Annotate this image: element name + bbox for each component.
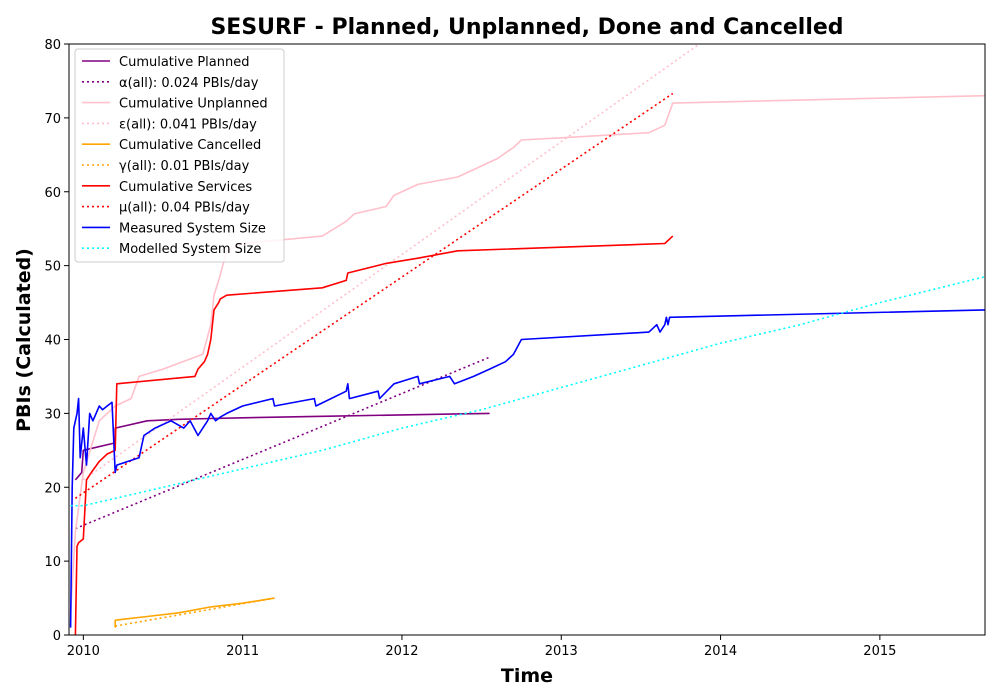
x-ticks: 2010 2011 2012 2013 2014 2015 <box>67 635 896 659</box>
series-line-cumulative-planned <box>74 412 490 481</box>
series-line-all-0-04-pbis-day <box>74 92 674 499</box>
legend-box <box>74 48 285 263</box>
legend-label: γ(all): 0.01 PBIs/day <box>119 159 250 174</box>
y-tick-label: 40 <box>44 334 61 349</box>
x-axis-label: Time <box>501 665 553 687</box>
y-tick-label: 80 <box>44 38 61 53</box>
series-line-cumulative-services <box>74 235 674 635</box>
y-axis-label: PBIs (Calculated) <box>13 248 35 432</box>
y-tick-label: 20 <box>44 481 61 496</box>
plot-frame <box>68 43 986 636</box>
y-tick-label: 70 <box>44 112 61 127</box>
x-tick-label: 2011 <box>226 644 259 659</box>
y-tick-label: 30 <box>44 407 61 422</box>
legend-label: Modelled System Size <box>119 242 261 257</box>
legend-label: α(all): 0.024 PBIs/day <box>119 76 259 91</box>
x-tick-label: 2014 <box>704 644 737 659</box>
chart-title: SESURF - Planned, Unplanned, Done and Ca… <box>210 15 843 40</box>
legend: Cumulative Planned α(all): 0.024 PBIs/day… <box>74 48 285 263</box>
series-line-all-0-01-pbis-day <box>115 597 275 627</box>
legend-label: Cumulative Cancelled <box>119 138 261 153</box>
legend-label: ε(all): 0.041 PBIs/day <box>119 117 257 132</box>
series-line-cumulative-cancelled <box>114 597 275 628</box>
series-line-all-0-041-pbis-day <box>82 44 701 481</box>
y-ticks: 0 10 20 30 40 50 60 70 80 <box>44 38 69 644</box>
legend-label: Cumulative Unplanned <box>119 97 268 112</box>
y-tick-label: 50 <box>44 260 61 275</box>
legend-label: Cumulative Planned <box>119 55 249 70</box>
x-tick-label: 2015 <box>863 644 896 659</box>
series-layer <box>69 44 985 635</box>
series-line-modelled-system-size <box>70 275 985 507</box>
legend-label: Measured System Size <box>119 221 266 236</box>
x-tick-label: 2010 <box>67 644 100 659</box>
legend-label: Cumulative Services <box>119 180 252 195</box>
y-tick-label: 60 <box>44 186 61 201</box>
y-tick-label: 10 <box>44 555 61 570</box>
series-line-cumulative-unplanned <box>69 94 985 613</box>
x-tick-label: 2012 <box>385 644 418 659</box>
x-tick-label: 2013 <box>545 644 578 659</box>
legend-label: μ(all): 0.04 PBIs/day <box>119 201 250 216</box>
series-line-measured-system-size <box>69 309 985 628</box>
y-tick-label: 0 <box>53 629 61 644</box>
